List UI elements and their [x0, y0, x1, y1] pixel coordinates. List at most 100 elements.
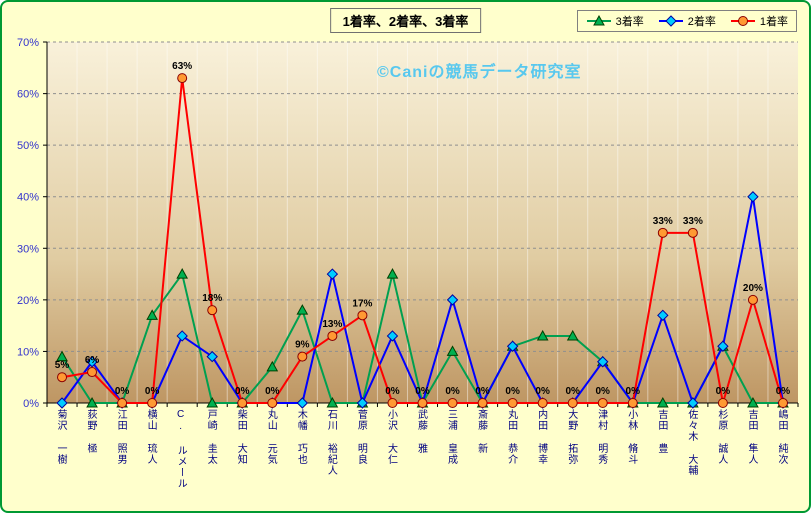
- data-label: 6%: [85, 355, 100, 366]
- circle-marker-icon: [387, 398, 398, 408]
- circle-marker-icon: [177, 73, 188, 84]
- circle-marker-icon: [57, 372, 68, 383]
- data-label: 0%: [505, 386, 520, 397]
- diamond-marker-icon: [206, 350, 218, 363]
- circle-marker-icon: [207, 305, 218, 316]
- triangle-marker-icon: [386, 268, 399, 279]
- watermark: ©Caniの競馬データ研究室: [377, 64, 582, 81]
- y-axis-label: 30%: [17, 243, 39, 255]
- x-axis-label: 佐々木 大輔: [685, 409, 697, 476]
- circle-marker-icon: [417, 398, 428, 408]
- x-axis-label: 江田 照男: [115, 409, 127, 465]
- circle-marker-icon: [267, 398, 278, 408]
- diamond-marker-icon: [717, 340, 729, 352]
- triangle-marker-icon: [446, 345, 459, 356]
- diamond-marker-icon: [657, 309, 669, 322]
- diamond-marker-icon: [176, 330, 188, 342]
- triangle-marker-icon: [592, 15, 605, 26]
- y-axis-label: 50%: [17, 140, 39, 152]
- circle-marker-icon: [507, 398, 518, 408]
- legend-label: 3着率: [615, 16, 644, 28]
- triangle-marker-icon: [176, 268, 189, 279]
- data-label: 0%: [145, 386, 160, 397]
- y-axis-label: 20%: [17, 295, 39, 307]
- diamond-marker-icon: [506, 340, 519, 352]
- triangle-marker-icon: [326, 396, 339, 408]
- legend-triangle-swatch-icon: [586, 15, 611, 26]
- x-axis-label: 杉原 誠人: [715, 409, 727, 465]
- circle-marker-icon: [87, 367, 98, 378]
- legend-diamond-swatch-icon: [658, 15, 683, 27]
- data-label: 17%: [352, 298, 372, 309]
- circle-marker-icon: [627, 398, 638, 408]
- x-axis-label: 津村 明秀: [595, 409, 607, 465]
- y-axis-label: 10%: [17, 346, 39, 358]
- x-axis-label: 丸田 恭介: [505, 409, 517, 465]
- chart-title: 1着率、2着率、3着率: [329, 8, 482, 33]
- y-axis-label: 0%: [23, 398, 39, 410]
- triangle-marker-icon: [296, 304, 309, 315]
- diamond-marker-icon: [326, 268, 339, 280]
- circle-marker-icon: [777, 398, 788, 408]
- circle-marker-icon: [597, 398, 608, 408]
- triangle-marker-icon: [86, 396, 98, 408]
- triangle-marker-icon: [747, 396, 759, 408]
- x-axis-label: 吉田 豊: [655, 409, 667, 454]
- circle-marker-icon: [717, 398, 728, 408]
- data-label: 33%: [683, 216, 703, 227]
- circle-marker-icon: [147, 398, 158, 408]
- data-label: 0%: [235, 386, 250, 397]
- legend-label: 1着率: [759, 16, 788, 28]
- circle-marker-icon: [327, 330, 338, 341]
- circle-marker-icon: [737, 16, 748, 26]
- data-label: 5%: [55, 360, 70, 371]
- x-axis-label: 菅原 明良: [355, 409, 367, 465]
- data-label: 0%: [415, 386, 430, 397]
- x-axis-label: 横山 琉人: [145, 409, 157, 465]
- diamond-marker-icon: [296, 397, 309, 409]
- circle-marker-icon: [477, 398, 488, 408]
- x-axis-label: 小沢 大仁: [385, 409, 397, 465]
- triangle-marker-icon: [56, 350, 68, 362]
- diamond-marker-icon: [56, 397, 68, 409]
- triangle-marker-icon: [656, 396, 669, 408]
- data-label: 0%: [565, 386, 580, 397]
- x-axis-label: 三浦 皇成: [445, 409, 457, 465]
- circle-marker-icon: [537, 398, 548, 408]
- legend-item-2: 1着率: [730, 13, 788, 29]
- diamond-marker-icon: [356, 397, 369, 409]
- diamond-marker-icon: [687, 397, 699, 409]
- diamond-marker-icon: [747, 191, 759, 203]
- chart-legend: 3着率 2着率 1着率: [576, 10, 797, 32]
- legend-label: 2着率: [687, 16, 716, 28]
- triangle-marker-icon: [146, 309, 158, 320]
- triangle-marker-icon: [566, 329, 579, 341]
- circle-marker-icon: [447, 398, 458, 408]
- data-label: 9%: [295, 340, 310, 351]
- circle-marker-icon: [237, 398, 248, 408]
- y-axis-label: 60%: [17, 89, 39, 101]
- circle-marker-icon: [357, 310, 368, 321]
- data-label: 0%: [776, 386, 791, 397]
- data-label: 63%: [172, 61, 192, 72]
- diamond-marker-icon: [446, 294, 459, 306]
- data-label: 20%: [743, 283, 763, 294]
- x-axis-label: 武藤 雅: [415, 409, 427, 454]
- x-axis-label: C. ルメール: [175, 409, 187, 489]
- data-label: 0%: [716, 386, 731, 397]
- x-axis-label: 斎藤 新: [475, 409, 487, 454]
- diamond-marker-icon: [665, 15, 677, 27]
- x-axis-label: 木幡 巧也: [295, 409, 307, 465]
- circle-marker-icon: [117, 398, 128, 408]
- triangle-marker-icon: [206, 396, 219, 408]
- circle-marker-icon: [747, 294, 758, 305]
- circle-marker-icon: [567, 398, 578, 408]
- x-axis-label: 石川 裕紀人: [325, 409, 337, 476]
- data-label: 0%: [475, 386, 490, 397]
- data-label: 0%: [535, 386, 550, 397]
- triangle-marker-icon: [536, 329, 549, 341]
- legend-item-0: 3着率: [586, 13, 644, 29]
- data-label: 0%: [596, 386, 611, 397]
